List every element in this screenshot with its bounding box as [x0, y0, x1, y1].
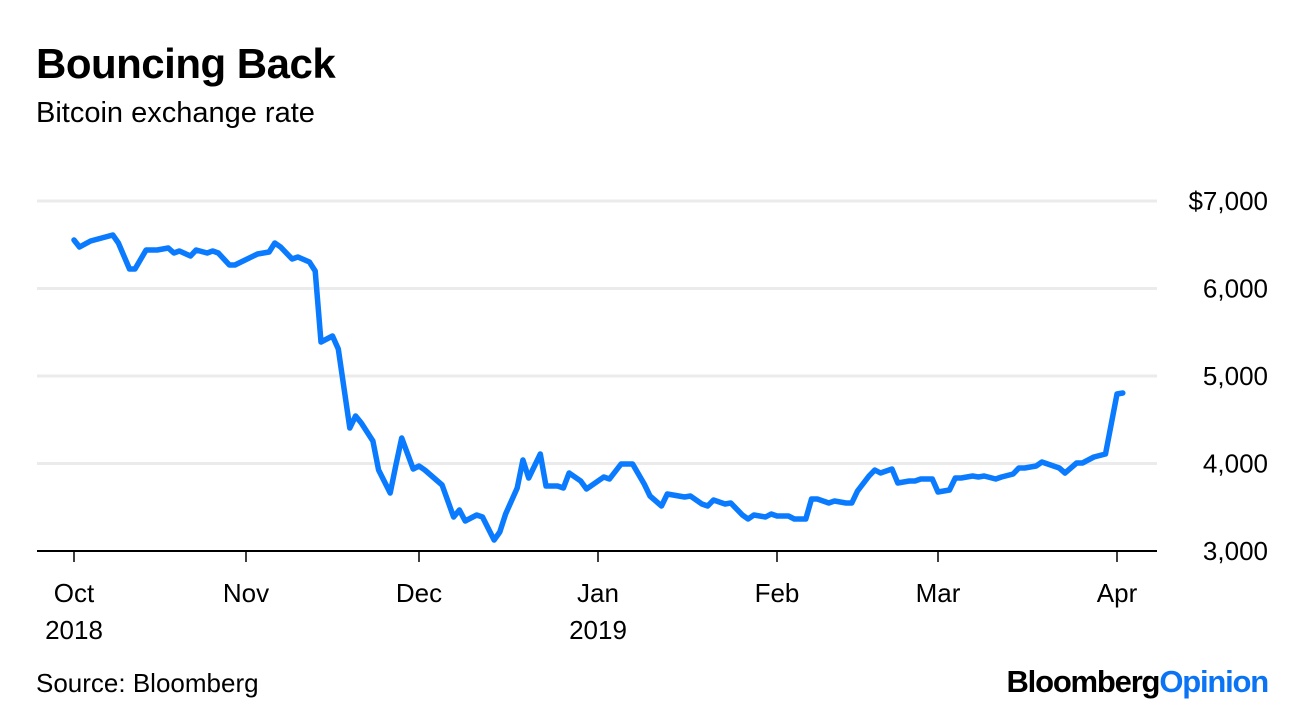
- x-tick-year: 2018: [45, 615, 103, 645]
- y-tick-label: 3,000: [1203, 536, 1268, 566]
- x-tick-label: Feb: [755, 578, 800, 608]
- x-tick-label: Dec: [396, 578, 442, 608]
- y-tick-label: 4,000: [1203, 449, 1268, 479]
- x-tick-label: Mar: [916, 578, 961, 608]
- source-note: Source: Bloomberg: [36, 668, 259, 698]
- chart-subtitle: Bitcoin exchange rate: [36, 97, 315, 129]
- y-tick-label: 6,000: [1203, 274, 1268, 304]
- x-tick-year: 2019: [569, 615, 627, 645]
- logo-part-opinion: Opinion: [1159, 664, 1269, 699]
- bitcoin-price-line: [71, 232, 1126, 543]
- x-tick-label: Nov: [223, 578, 269, 608]
- x-tick-label: Jan: [577, 578, 619, 608]
- x-tick-label: Oct: [54, 578, 95, 608]
- y-tick-label: 5,000: [1203, 361, 1268, 391]
- chart-title: Bouncing Back: [36, 40, 336, 87]
- logo-part-bloomberg: Bloomberg: [1006, 664, 1160, 699]
- y-tick-label: $7,000: [1188, 186, 1268, 216]
- x-tick-label: Apr: [1097, 578, 1138, 608]
- bloomberg-opinion-logo: BloombergOpinion: [1006, 664, 1269, 700]
